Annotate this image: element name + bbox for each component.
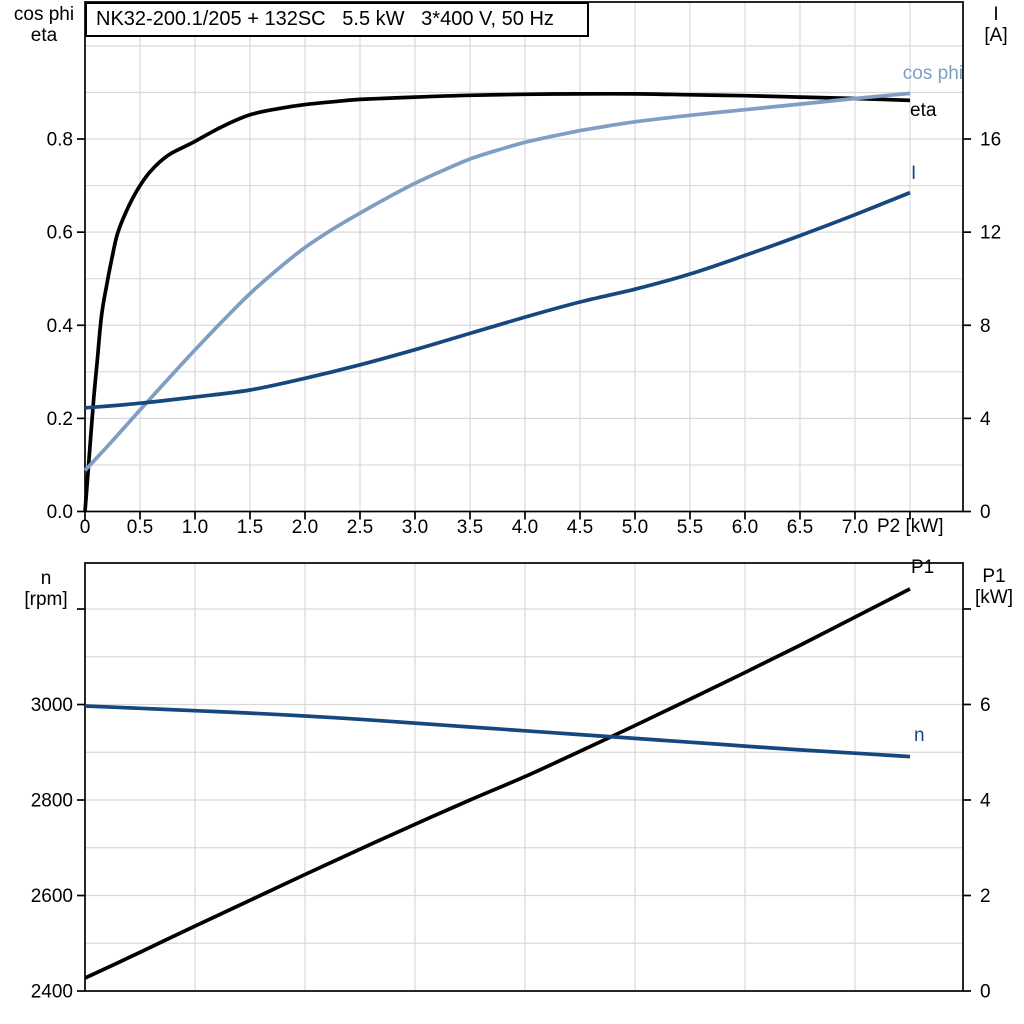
right-tick-label: 2	[980, 886, 991, 907]
top-right-axis-title-line2: [A]	[984, 25, 1008, 46]
x-tick-label: 0.5	[127, 517, 153, 538]
x-tick-label: 2.0	[292, 517, 318, 538]
curve-P1	[84, 587, 911, 980]
left-tick-label: 0.2	[47, 409, 73, 430]
left-tick-label: 2400	[31, 982, 73, 1003]
x-tick-label: 4.0	[512, 517, 538, 538]
right-tick-label: 0	[980, 502, 991, 523]
left-tick-label: 0.0	[47, 502, 73, 523]
right-tick-label: 0	[980, 982, 991, 1003]
x-tick-label: 3.5	[457, 517, 483, 538]
x-tick-label: 4.5	[567, 517, 593, 538]
x-tick-label: 5.0	[622, 517, 648, 538]
top-right-axis-title-line1: I	[993, 4, 999, 25]
plot-frame	[84, 562, 964, 992]
x-axis-label: P2 [kW]	[877, 516, 944, 537]
right-tick-label: 16	[980, 130, 1001, 151]
bottom-right-axis-title: P1 [kW]	[966, 566, 1022, 608]
x-tick-label: 1.0	[182, 517, 208, 538]
right-tick-label: 4	[980, 409, 991, 430]
chart-title: NK32-200.1/205 + 132SC 5.5 kW 3*400 V, 5…	[85, 2, 589, 37]
bottom-left-axis-title: n [rpm]	[8, 568, 84, 610]
right-tick-label: 6	[980, 695, 991, 716]
curve-label-cos-phi: cos phi	[902, 63, 963, 84]
curve-label-current: I	[911, 163, 917, 184]
x-tick-label: 1.5	[237, 517, 263, 538]
x-tick-label: 5.5	[677, 517, 703, 538]
left-tick-label: 0.6	[47, 223, 73, 244]
top-left-axis-title-line1: cos phi	[13, 4, 75, 25]
left-tick-label: 3000	[31, 695, 73, 716]
top-left-axis-title-line2: eta	[30, 25, 58, 46]
bottom-left-axis-title-line2: [rpm]	[24, 589, 68, 610]
left-tick-label: 0.8	[47, 130, 73, 151]
curve-label-p1: P1	[911, 557, 935, 578]
x-tick-label: 6.5	[787, 517, 813, 538]
curve-label-eta: eta	[910, 100, 937, 121]
right-tick-label: 8	[980, 316, 991, 337]
x-tick-label: 3.0	[402, 517, 428, 538]
plot-frame	[84, 1, 964, 513]
left-tick-label: 0.4	[47, 316, 74, 337]
x-tick-label: 2.5	[347, 517, 373, 538]
bottom-right-axis-title-line2: [kW]	[975, 587, 1013, 608]
left-tick-label: 2600	[31, 886, 73, 907]
curve-cos-phi	[83, 91, 911, 472]
bottom-left-axis-title-line1: n	[40, 568, 52, 589]
bottom-right-axis-title-line1: P1	[982, 566, 1006, 587]
curve-I	[84, 190, 911, 410]
right-tick-label: 4	[980, 790, 991, 811]
right-tick-label: 12	[980, 223, 1001, 244]
top-left-axis-title: cos phi eta	[6, 4, 82, 46]
x-tick-label: 7.0	[842, 517, 868, 538]
x-tick-label: 0	[80, 517, 91, 538]
left-tick-label: 2800	[31, 791, 73, 812]
top-right-axis-title: I [A]	[970, 4, 1022, 46]
curve-eta	[83, 91, 911, 512]
curve-label-speed: n	[914, 725, 925, 746]
curve-n	[84, 704, 911, 759]
x-tick-label: 6.0	[732, 517, 758, 538]
